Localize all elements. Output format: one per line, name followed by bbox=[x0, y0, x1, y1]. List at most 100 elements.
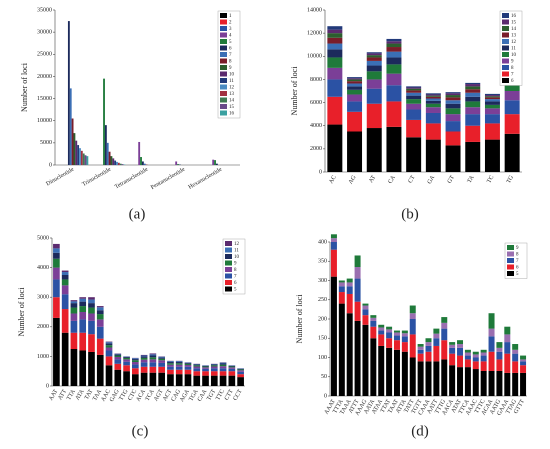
bar-segment bbox=[53, 317, 60, 386]
x-tick-label: TAT bbox=[84, 388, 95, 400]
bar-segment bbox=[425, 100, 441, 104]
bar-segment bbox=[425, 123, 441, 140]
bar-segment bbox=[465, 92, 481, 97]
y-tick-label: 1000 bbox=[37, 354, 49, 360]
y-tick-label: 4000 bbox=[37, 265, 49, 271]
bar-segment bbox=[362, 309, 369, 316]
y-tick-label: 3000 bbox=[37, 295, 49, 301]
bar-segment bbox=[386, 101, 402, 127]
bar-segment bbox=[425, 112, 441, 124]
y-tick-label: 5000 bbox=[40, 140, 52, 146]
bar-segment bbox=[465, 82, 481, 85]
bar-segment bbox=[105, 343, 113, 346]
bar-segment bbox=[409, 357, 416, 396]
bar-segment bbox=[472, 369, 479, 396]
bar-segment bbox=[338, 282, 345, 287]
bar-segment bbox=[96, 319, 104, 327]
bar-segment bbox=[193, 371, 201, 376]
bar-segment bbox=[70, 303, 78, 308]
panel-label: (a) bbox=[129, 206, 146, 222]
bar-segment bbox=[346, 313, 353, 396]
bar-segment bbox=[512, 349, 519, 354]
bar-segment bbox=[386, 41, 402, 44]
bar-segment bbox=[149, 354, 157, 356]
bar-segment bbox=[158, 362, 165, 367]
bar-segment bbox=[441, 317, 448, 323]
bar-segment bbox=[167, 366, 174, 370]
bar-segment bbox=[488, 336, 495, 352]
bar-segment bbox=[433, 333, 440, 339]
legend-label: 8 bbox=[229, 59, 232, 64]
bar-segment bbox=[53, 297, 60, 318]
legend-swatch bbox=[220, 45, 227, 51]
bar-segment bbox=[202, 371, 209, 376]
bar-segment bbox=[445, 100, 461, 104]
bar-segment bbox=[327, 49, 343, 58]
legend-label: 9 bbox=[511, 59, 514, 64]
x-tick-label: AGT bbox=[153, 388, 165, 402]
bar-segment bbox=[425, 95, 441, 97]
legend-label: 7 bbox=[234, 274, 237, 279]
bar-segment bbox=[96, 314, 104, 320]
bar-segment bbox=[114, 356, 122, 360]
x-tick-label: CAG bbox=[171, 388, 183, 403]
bar-segment bbox=[96, 354, 104, 386]
legend-label: 5 bbox=[516, 272, 519, 277]
bar-segment bbox=[465, 107, 481, 115]
bar-segment bbox=[445, 145, 461, 172]
bar-segment bbox=[464, 352, 471, 356]
legend-label: 15 bbox=[511, 20, 517, 25]
bar-segment bbox=[366, 55, 382, 58]
bar-segment bbox=[167, 362, 174, 364]
bar-segment bbox=[520, 355, 527, 360]
bar-segment bbox=[401, 330, 408, 334]
legend-label: 10 bbox=[229, 72, 235, 77]
bar-segment bbox=[386, 43, 402, 48]
bar-segment bbox=[496, 370, 503, 396]
legend-swatch bbox=[220, 26, 227, 31]
bar-segment bbox=[465, 84, 481, 87]
y-axis-title: Number of loci bbox=[290, 66, 299, 116]
bar-segment bbox=[449, 344, 456, 348]
bar bbox=[106, 142, 109, 165]
bar-segment bbox=[193, 375, 201, 386]
bar-segment bbox=[520, 361, 527, 366]
bar-segment bbox=[484, 114, 500, 124]
legend-label: 1 bbox=[229, 14, 232, 19]
y-tick-label: 300 bbox=[318, 278, 327, 284]
bar-segment bbox=[366, 65, 382, 72]
bar-segment bbox=[445, 92, 461, 94]
bar-segment bbox=[61, 285, 69, 295]
x-tick-label: TTA bbox=[66, 388, 77, 401]
bar-segment bbox=[386, 329, 393, 333]
legend-swatch bbox=[507, 264, 514, 270]
bar-segment bbox=[347, 131, 363, 172]
bar bbox=[140, 157, 142, 165]
legend-label: 15 bbox=[229, 105, 235, 110]
bar-segment bbox=[79, 332, 87, 351]
bar-segment bbox=[88, 313, 95, 321]
x-tick-label: ACT bbox=[162, 388, 173, 402]
bar-segment bbox=[96, 307, 104, 311]
bar-segment bbox=[406, 119, 422, 138]
x-tick-label: TG bbox=[506, 174, 516, 185]
legend-swatch bbox=[502, 58, 509, 64]
bar-segment bbox=[465, 125, 481, 142]
bar-segment bbox=[237, 371, 244, 375]
bar-segment bbox=[70, 300, 78, 302]
bar-segment bbox=[406, 95, 422, 100]
bar-segment bbox=[61, 294, 69, 310]
bar-segment bbox=[496, 359, 503, 371]
bar-segment bbox=[105, 365, 113, 386]
bar-segment bbox=[425, 96, 441, 99]
bar-segment bbox=[370, 320, 377, 327]
bar-segment bbox=[167, 369, 174, 375]
bar-segment bbox=[88, 351, 95, 386]
x-tick-label: TGT bbox=[206, 388, 217, 401]
bar-segment bbox=[61, 332, 69, 386]
bar-segment bbox=[338, 286, 345, 293]
x-tick-label: GT bbox=[447, 174, 456, 184]
bar-segment bbox=[175, 362, 183, 364]
bar-segment bbox=[70, 332, 78, 349]
bar-segment bbox=[140, 366, 148, 373]
